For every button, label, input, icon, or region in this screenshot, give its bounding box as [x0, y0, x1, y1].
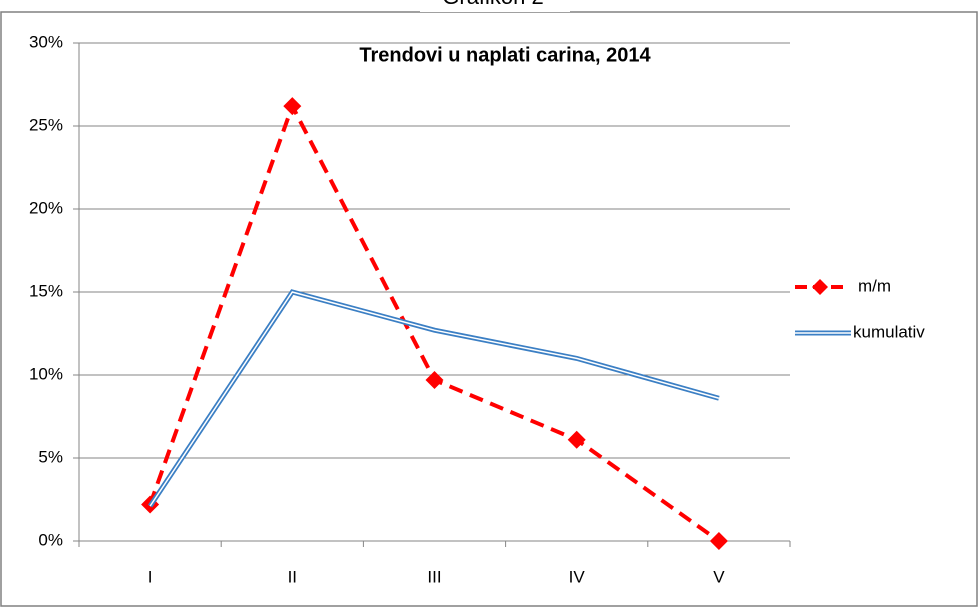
y-tick-label: 10% [29, 364, 63, 383]
data-point [567, 430, 586, 449]
y-tick-label: 0% [38, 530, 63, 549]
chart-frame [0, 11, 978, 607]
x-tick-label: I [148, 567, 153, 586]
x-tick-label: V [713, 567, 725, 586]
y-tick-label: 30% [29, 32, 63, 51]
x-tick-label: II [288, 567, 297, 586]
y-tick-label: 5% [38, 447, 63, 466]
y-tick-label: 20% [29, 198, 63, 217]
page-header: Grafikon 2 [442, 0, 544, 9]
x-tick-label: III [427, 567, 441, 586]
header-backdrop [420, 0, 570, 12]
data-point [283, 97, 302, 116]
legend-label: m/m [858, 276, 891, 295]
data-point [709, 532, 728, 550]
x-tick-label: IV [569, 567, 586, 586]
y-tick-label: 15% [29, 281, 63, 300]
series-line [148, 289, 720, 508]
series-line [148, 101, 721, 543]
data-point [425, 370, 444, 389]
legend-label: kumulativ [853, 322, 925, 341]
y-tick-label: 25% [29, 115, 63, 134]
legend-marker [812, 279, 828, 295]
chart-title: Trendovi u naplati carina, 2014 [359, 44, 651, 66]
series-line-inner [149, 291, 720, 507]
